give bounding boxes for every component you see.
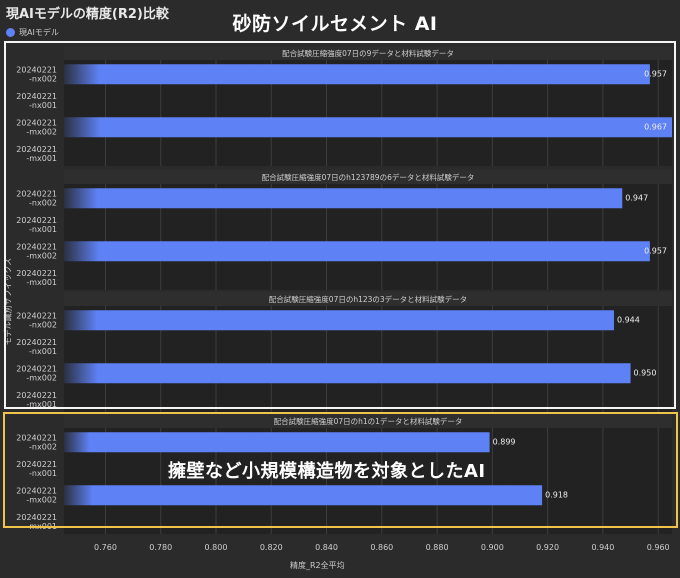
data-label: 0.950 bbox=[634, 368, 657, 377]
y-tick-label: 20240221 bbox=[16, 364, 57, 373]
y-tick-label: -mx001 bbox=[26, 400, 57, 409]
x-tick-label: 0.820 bbox=[260, 543, 283, 552]
y-tick-label: 20240221 bbox=[16, 513, 57, 522]
y-tick-label: 20240221 bbox=[16, 189, 57, 198]
y-tick-label: -mx002 bbox=[26, 495, 57, 504]
y-tick-label: 20240221 bbox=[16, 486, 57, 495]
panel-title: 配合試験圧縮強度07日のh123789の6データと材料試験データ bbox=[262, 172, 475, 182]
y-tick-label: 20240221 bbox=[16, 92, 57, 101]
chart-title: 現AIモデルの精度(R2)比較 bbox=[6, 7, 169, 22]
y-tick-label: 20240221 bbox=[16, 242, 57, 251]
bar bbox=[64, 363, 631, 384]
y-tick-label: -mx001 bbox=[26, 154, 57, 163]
bar bbox=[64, 64, 650, 85]
y-tick-label: 20240221 bbox=[16, 460, 57, 469]
x-tick-label: 0.800 bbox=[205, 543, 228, 552]
y-tick-label: -mx002 bbox=[26, 373, 57, 382]
x-tick-label: 0.840 bbox=[315, 543, 338, 552]
y-tick-label: 20240221 bbox=[16, 216, 57, 225]
x-tick-label: 0.760 bbox=[94, 543, 117, 552]
y-tick-label: 20240221 bbox=[16, 311, 57, 320]
y-tick-label: 20240221 bbox=[16, 269, 57, 278]
y-tick-label: 20240221 bbox=[16, 391, 57, 400]
data-label: 0.947 bbox=[625, 193, 648, 202]
data-label: 0.957 bbox=[644, 69, 667, 78]
y-tick-label: -nx002 bbox=[29, 74, 57, 83]
y-tick-label: 20240221 bbox=[16, 65, 57, 74]
bar bbox=[64, 188, 623, 209]
legend-swatch bbox=[6, 28, 15, 37]
data-label: 0.944 bbox=[617, 315, 640, 324]
panel-title: 配合試験圧縮強度07日の9データと材料試験データ bbox=[282, 48, 454, 58]
legend-label: 現AIモデル bbox=[19, 28, 59, 37]
overlay-label-bottom: 擁壁など小規模構造物を対象としたAI bbox=[168, 461, 486, 482]
x-tick-label: 0.860 bbox=[370, 543, 393, 552]
legend: 現AIモデル bbox=[6, 27, 59, 38]
bar bbox=[64, 241, 650, 262]
y-tick-label: 20240221 bbox=[16, 118, 57, 127]
y-tick-label: 20240221 bbox=[16, 145, 57, 154]
x-axis-label: 精度_R2全平均 bbox=[290, 561, 345, 570]
y-axis-label: モデル識別サフィックス bbox=[3, 257, 13, 346]
y-tick-label: -mx001 bbox=[26, 522, 57, 531]
y-tick-label: -nx001 bbox=[29, 469, 57, 478]
x-tick-label: 0.780 bbox=[149, 543, 172, 552]
y-tick-label: -nx002 bbox=[29, 442, 57, 451]
y-tick-label: -nx001 bbox=[29, 347, 57, 356]
panel-header bbox=[64, 292, 672, 306]
data-label: 0.967 bbox=[644, 122, 667, 131]
y-tick-label: -mx001 bbox=[26, 278, 57, 287]
panel-title: 配合試験圧縮強度07日のh1の1データと材料試験データ bbox=[274, 416, 463, 426]
x-tick-label: 0.900 bbox=[481, 543, 504, 552]
y-tick-label: -nx002 bbox=[29, 198, 57, 207]
y-tick-label: -nx002 bbox=[29, 320, 57, 329]
panel-title: 配合試験圧縮強度07日のh123の3データと材料試験データ bbox=[269, 294, 467, 304]
bar bbox=[64, 432, 490, 453]
x-tick-label: 0.920 bbox=[536, 543, 559, 552]
panel-header bbox=[64, 414, 672, 428]
panel-header bbox=[64, 170, 672, 184]
panel-header bbox=[64, 46, 672, 60]
y-tick-label: -mx002 bbox=[26, 127, 57, 136]
data-label: 0.918 bbox=[545, 490, 568, 499]
y-tick-label: -nx001 bbox=[29, 225, 57, 234]
y-tick-label: 20240221 bbox=[16, 338, 57, 347]
y-tick-label: -mx002 bbox=[26, 251, 57, 260]
bar bbox=[64, 117, 672, 138]
x-tick-label: 0.960 bbox=[647, 543, 670, 552]
overlay-label-top: 砂防ソイルセメント AI bbox=[232, 13, 438, 35]
data-label: 0.957 bbox=[644, 246, 667, 255]
bar bbox=[64, 310, 614, 331]
bar bbox=[64, 485, 543, 506]
x-tick-label: 0.940 bbox=[591, 543, 614, 552]
data-label: 0.899 bbox=[493, 437, 516, 446]
x-tick-label: 0.880 bbox=[426, 543, 449, 552]
y-tick-label: 20240221 bbox=[16, 433, 57, 442]
y-tick-label: -nx001 bbox=[29, 101, 57, 110]
